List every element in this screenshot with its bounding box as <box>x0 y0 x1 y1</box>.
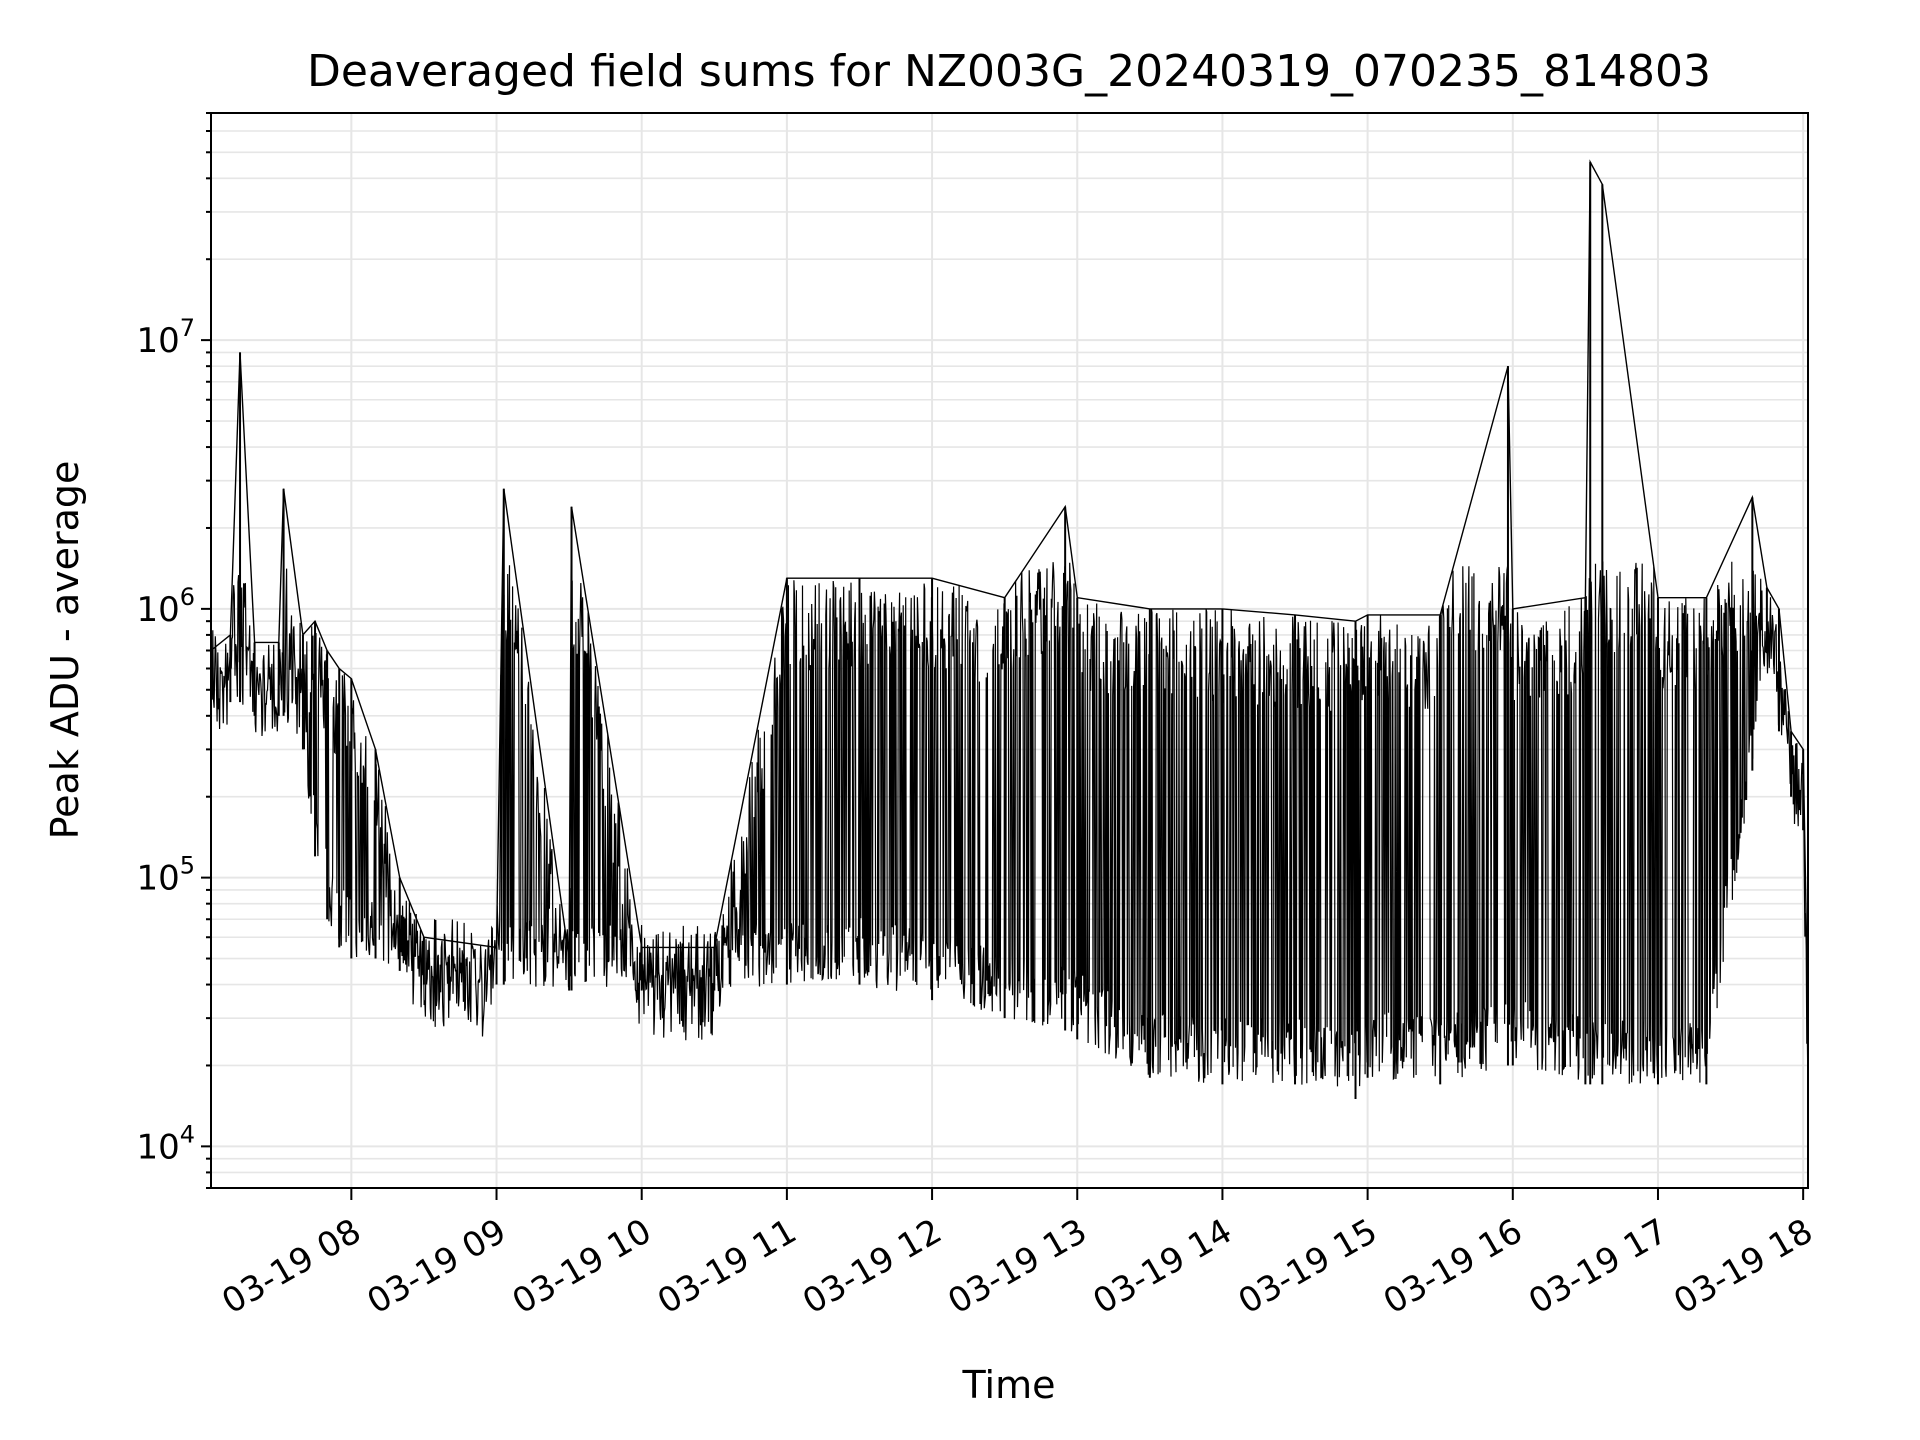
y-tick-exponent: 4 <box>180 1120 195 1148</box>
y-tick-base: 10 <box>136 1127 179 1167</box>
y-tick-label: 104 <box>136 1120 195 1167</box>
y-tick-label: 105 <box>136 852 195 899</box>
y-tick-base: 10 <box>136 859 179 899</box>
y-tick-label: 106 <box>136 583 195 630</box>
y-tick-exponent: 6 <box>180 583 195 611</box>
y-tick-base: 10 <box>136 321 179 361</box>
x-axis-label: Time <box>962 1363 1056 1407</box>
y-tick-exponent: 7 <box>180 314 195 342</box>
y-tick-label: 107 <box>136 314 195 361</box>
y-tick-exponent: 5 <box>180 852 195 880</box>
series-trace <box>210 561 1809 1096</box>
y-axis-label: Peak ADU - average <box>43 461 87 840</box>
series-line <box>210 159 1809 1027</box>
data-layer <box>210 159 1809 1100</box>
y-tick-base: 10 <box>136 590 179 630</box>
chart-title: Deaveraged field sums for NZ003G_2024031… <box>307 46 1711 97</box>
